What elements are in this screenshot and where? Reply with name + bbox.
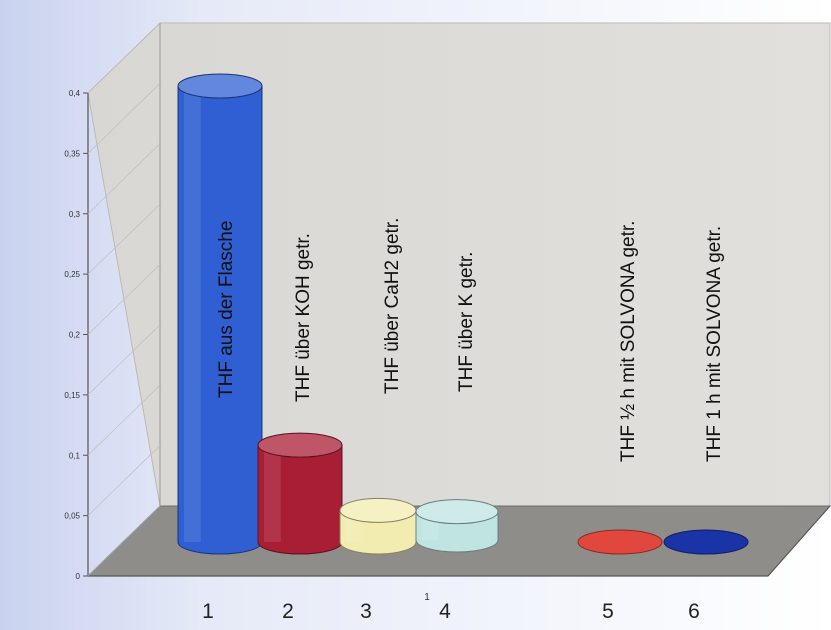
y-tick-label: 0,2 bbox=[69, 331, 81, 340]
y-tick-depth bbox=[87, 445, 161, 516]
bar-highlight bbox=[184, 90, 201, 542]
x-tick-label: 1 bbox=[202, 600, 214, 623]
y-tick-label: 0,1 bbox=[69, 451, 81, 460]
x-tick-label: 3 bbox=[360, 600, 372, 623]
bar-label: THF über CaH2 getr. bbox=[382, 218, 403, 394]
bar-label: THF über KOH getr. bbox=[293, 233, 314, 402]
bar-top bbox=[257, 432, 343, 458]
y-tick-depth bbox=[87, 22, 161, 94]
bar[interactable] bbox=[577, 529, 663, 555]
y-tick-label: 0 bbox=[76, 572, 81, 581]
bar[interactable] bbox=[663, 529, 749, 555]
y-tick-depth bbox=[87, 505, 161, 577]
x-tick-label: 6 bbox=[688, 600, 700, 623]
bar-highlight bbox=[264, 449, 281, 542]
bar-label: THF aus der Flasche bbox=[216, 221, 237, 398]
y-tick-depth bbox=[87, 385, 161, 456]
chart-right-edge bbox=[767, 505, 831, 577]
bar-label: THF über K getr. bbox=[456, 252, 477, 392]
y-tick-depth bbox=[87, 324, 161, 396]
y-tick-label: 0,3 bbox=[69, 210, 81, 219]
x-tick-label: 4 bbox=[439, 600, 451, 623]
bar-top bbox=[177, 73, 263, 99]
stray-mark-label: 1 bbox=[424, 592, 430, 603]
y-tick-depth bbox=[87, 83, 161, 154]
x-tick-label: 2 bbox=[282, 600, 294, 623]
chart-plot-area: 0 0,05 0,1 0,15 0,2 0,25 0,3 0,35 0,4 1 2 3 4 5 6 1 THF … bbox=[64, 22, 831, 623]
y-tick-label: 0,15 bbox=[64, 391, 80, 400]
y-tick-depth bbox=[87, 143, 161, 214]
bar-label: THF 1 h mit SOLVONA getr. bbox=[704, 226, 725, 462]
x-tick-label: 5 bbox=[602, 600, 614, 623]
y-tick-label: 0,25 bbox=[64, 270, 80, 279]
bar-top bbox=[339, 497, 417, 523]
y-tick-label: 0,35 bbox=[64, 149, 80, 158]
bar-highlight bbox=[346, 514, 362, 542]
bar-label: THF ½ h mit SOLVONA getr. bbox=[618, 221, 639, 462]
y-tick-depth bbox=[87, 264, 161, 335]
y-tick-depth bbox=[87, 203, 161, 275]
bar-top bbox=[415, 499, 499, 525]
y-tick-label: 0,4 bbox=[69, 89, 81, 98]
y-tick-label: 0,05 bbox=[64, 512, 80, 521]
